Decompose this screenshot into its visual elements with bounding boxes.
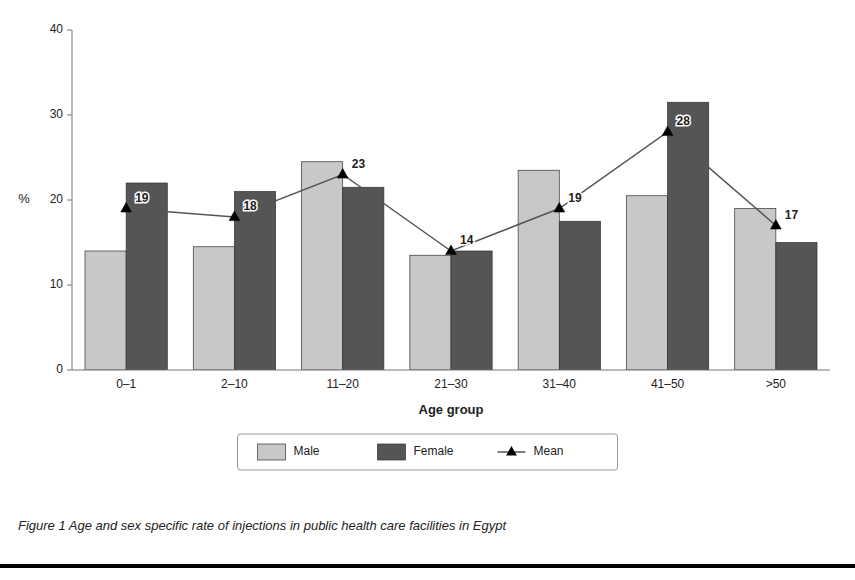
x-tick-label: >50 bbox=[766, 377, 787, 391]
mean-marker bbox=[554, 203, 565, 213]
bar bbox=[626, 196, 667, 370]
y-tick-label: 10 bbox=[50, 277, 64, 291]
y-tick-label: 40 bbox=[50, 22, 64, 36]
legend-box bbox=[238, 434, 618, 470]
y-axis: 0 10 20 30 40 bbox=[50, 22, 72, 376]
mean-marker bbox=[337, 169, 348, 179]
legend-label: Mean bbox=[534, 444, 564, 458]
y-tick bbox=[67, 200, 72, 201]
mean-line bbox=[126, 132, 776, 251]
data-label: 17 bbox=[785, 208, 799, 222]
mean-marker bbox=[662, 126, 673, 136]
bar bbox=[234, 192, 275, 371]
x-tick-label: 31–40 bbox=[543, 377, 577, 391]
y-tick bbox=[67, 115, 72, 116]
mean-marker bbox=[770, 220, 781, 230]
legend: Male Female Mean bbox=[238, 434, 618, 470]
x-axis-label: Age group bbox=[419, 402, 484, 417]
legend-swatch bbox=[506, 446, 517, 456]
y-tick-label: 30 bbox=[50, 107, 64, 121]
x-tick-label: 11–20 bbox=[326, 377, 359, 391]
caption: Figure 1 Age and sex specific rate of in… bbox=[18, 518, 507, 533]
x-axis-line bbox=[72, 370, 830, 371]
y-tick-label: 0 bbox=[56, 362, 63, 376]
marks bbox=[85, 102, 817, 370]
bar bbox=[559, 221, 600, 370]
data-label: 28 bbox=[677, 114, 691, 128]
legend-label: Female bbox=[414, 444, 454, 458]
bar bbox=[410, 255, 451, 370]
bar bbox=[302, 162, 343, 370]
y-axis-label: % bbox=[18, 191, 30, 206]
y-tick bbox=[67, 370, 72, 371]
x-tick-label: 41–50 bbox=[651, 377, 685, 391]
bar bbox=[735, 209, 776, 371]
x-tick-label: 2–10 bbox=[221, 377, 248, 391]
legend-swatch bbox=[258, 444, 286, 460]
data-label: 23 bbox=[352, 157, 366, 171]
mean-marker bbox=[229, 211, 240, 221]
chart-svg: 0 10 20 30 40% 19 18 23 14 19 28 17 0–1 2–10 11–20 21–3… bbox=[0, 0, 855, 580]
x-tick-label: 21–30 bbox=[434, 377, 468, 391]
bar bbox=[518, 170, 559, 370]
y-axis-line bbox=[72, 30, 73, 370]
caption-rule bbox=[0, 564, 855, 568]
x-tick-label: 0–1 bbox=[116, 377, 136, 391]
bar bbox=[668, 102, 709, 370]
data-label: 19 bbox=[568, 191, 582, 205]
bar bbox=[193, 247, 234, 370]
data-labels: 19 18 23 14 19 28 17 bbox=[135, 114, 798, 247]
y-tick-label: 20 bbox=[50, 192, 64, 206]
y-tick bbox=[67, 285, 72, 286]
data-label: 19 bbox=[135, 191, 149, 205]
chart-container: 0 10 20 30 40% 19 18 23 14 19 28 17 0–1 2–10 11–20 21–3… bbox=[0, 0, 855, 580]
x-axis: 0–1 2–10 11–20 21–30 31–40 41–50 >50 bbox=[72, 370, 830, 391]
y-tick bbox=[67, 30, 72, 31]
legend-swatch bbox=[378, 444, 406, 460]
data-label: 14 bbox=[460, 233, 474, 247]
data-label: 18 bbox=[243, 199, 257, 213]
mean-marker bbox=[121, 203, 132, 213]
mean-marker bbox=[446, 245, 457, 255]
legend-label: Male bbox=[294, 444, 320, 458]
bar bbox=[85, 251, 126, 370]
bar bbox=[451, 251, 492, 370]
bar bbox=[343, 187, 384, 370]
bar bbox=[776, 243, 817, 371]
